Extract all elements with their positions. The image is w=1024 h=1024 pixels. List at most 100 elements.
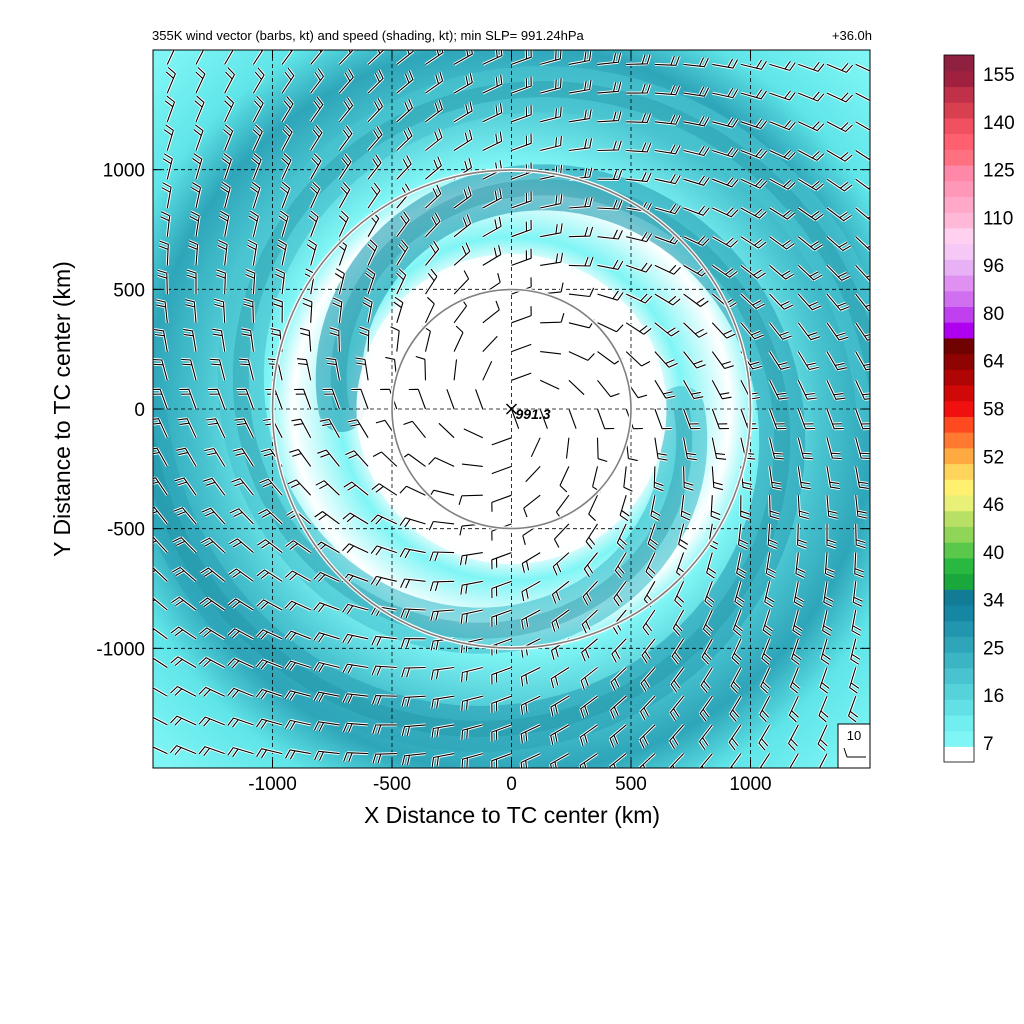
wind-barb [855,63,870,72]
wind-barb [761,638,772,665]
wind-barb [329,327,340,352]
wind-barb [276,239,287,266]
wind-barb [207,388,226,410]
wind-barb [826,322,849,341]
wind-barb [568,351,595,361]
colorbar-swatch [944,400,974,417]
wind-barb [568,80,592,94]
wind-barb [370,514,398,525]
wind-barb [797,466,811,490]
wind-barb [580,695,598,718]
x-axis-label: X Distance to TC center (km) [364,802,660,828]
wind-barb [740,59,767,70]
wind-barb [769,120,796,131]
wind-barb [245,269,256,295]
wind-barb [227,628,254,640]
wind-barb [313,602,340,613]
wind-barb [568,109,592,123]
wind-barb [206,418,226,438]
wind-barb [153,716,168,726]
colorbar-label: 125 [983,161,1015,182]
wind-barb [399,548,426,559]
wind-barb [425,212,441,238]
wind-barb [342,603,369,615]
wind-barb [319,418,340,438]
y-tick-label: 0 [134,400,145,421]
wind-barb [797,380,817,400]
colorbar-swatch [944,196,974,213]
wind-barb [491,465,512,475]
wind-barb [611,638,627,663]
wind-barb [343,481,369,496]
wind-barb [826,150,853,162]
colorbar-swatch [944,353,974,370]
wind-barb [792,609,803,637]
wind-barb [820,638,831,665]
wind-barb [819,667,830,694]
wind-barb [453,242,471,266]
wind-barb [568,256,594,267]
wind-barb [797,495,809,520]
y-tick-label: -1000 [96,639,145,660]
wind-barb [669,724,685,750]
wind-barb [393,296,404,323]
wind-barb [540,78,562,94]
wind-barb [154,329,168,352]
wind-barb [683,145,710,157]
wind-barb [310,68,324,94]
wind-barb [482,74,503,94]
colorbar-swatch [944,164,974,182]
wind-barb [551,609,570,632]
wind-barb [769,178,796,190]
wind-barb [342,722,369,733]
colorbar-swatch [944,542,974,559]
wind-barb [740,178,767,189]
wind-barb [650,495,661,521]
wind-barb [256,748,283,759]
colorbar-swatch [944,133,974,150]
wind-barb [229,508,254,525]
wind-barb [425,240,440,266]
wind-barb [683,351,706,369]
wind-barb [521,609,541,630]
wind-barb [284,600,311,611]
wind-barb [525,466,541,483]
wind-barb [540,50,562,65]
wind-barb [568,51,592,65]
wind-barb [699,753,713,768]
colorbar-swatch [944,55,974,72]
colorbar-swatch [944,212,974,229]
wind-barb [817,724,828,751]
colorbar-swatch [944,557,974,575]
wind-barb [769,466,782,490]
wind-barb [850,638,861,665]
wind-barb [425,71,444,94]
wind-barb [582,580,598,606]
wind-barb [401,666,426,678]
wind-barb [640,667,656,692]
wind-barb [153,506,168,525]
wind-barb [396,98,413,123]
wind-barb [163,124,174,151]
wind-barb [401,753,426,766]
wind-barb [326,357,340,381]
wind-barb [769,264,794,280]
wind-barb [287,479,312,496]
wind-barb [597,111,622,123]
wind-barb [712,236,738,248]
wind-barb [795,552,806,578]
wind-barb [428,457,455,467]
colorbar-swatch [944,274,974,292]
colorbar-swatch [944,699,974,716]
colorbar-swatch [944,636,974,653]
wind-barb [851,609,862,636]
wind-barb [431,724,455,738]
wind-barb [359,326,370,352]
wind-barb [256,629,283,640]
colorbar-swatch [944,86,974,103]
wind-barb [159,240,169,266]
wind-barb [429,580,455,592]
center-pressure-label: 991.3 [516,406,551,422]
wind-barb [231,478,254,496]
wind-barb [200,537,226,554]
